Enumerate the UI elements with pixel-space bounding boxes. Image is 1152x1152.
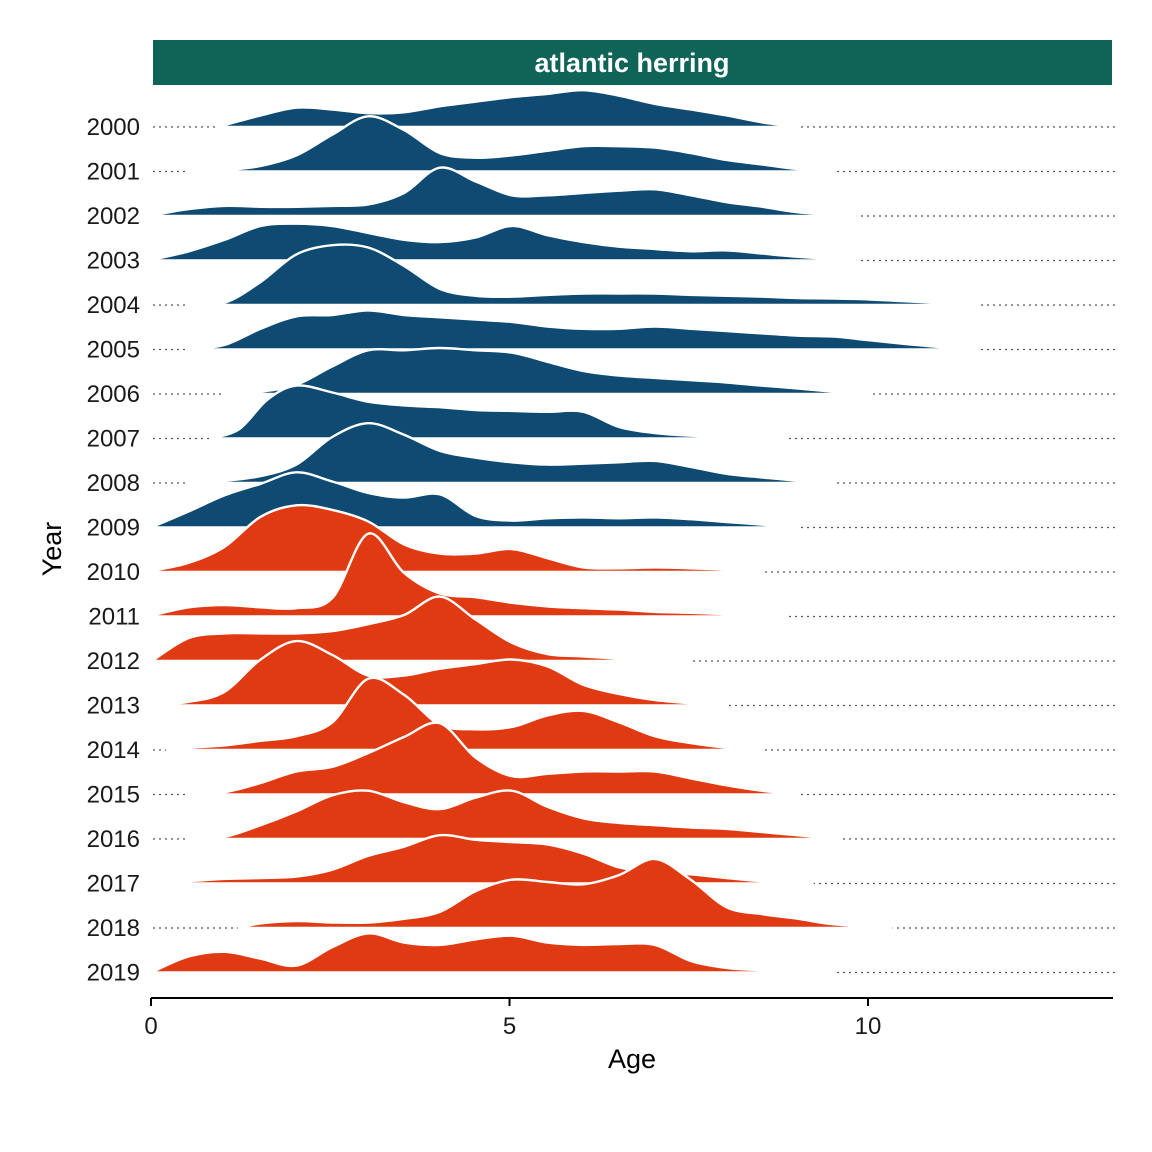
ridge-2005 — [187, 309, 979, 351]
year-label-2002: 2002 — [87, 203, 140, 230]
ridge-2016 — [187, 789, 843, 841]
ridge-2008 — [187, 421, 836, 485]
ridge-2010 — [151, 503, 764, 574]
ridge-2001 — [187, 115, 836, 173]
x-tick-label-10: 10 — [855, 1013, 882, 1040]
year-label-2011: 2011 — [88, 604, 140, 631]
year-label-2013: 2013 — [87, 693, 140, 720]
ridge-2002 — [151, 166, 857, 218]
year-label-2018: 2018 — [87, 915, 140, 942]
ridge-2006 — [223, 346, 872, 396]
year-label-2001: 2001 — [87, 159, 140, 186]
year-label-2019: 2019 — [87, 960, 140, 987]
year-label-2016: 2016 — [87, 826, 140, 853]
year-label-2003: 2003 — [87, 248, 140, 275]
year-label-2005: 2005 — [87, 337, 140, 364]
year-label-layer: 2000 2001 2002 2003 2004 2005 2006 2007 2008 2009… — [87, 114, 140, 987]
y-axis-title: Year — [37, 522, 67, 577]
x-axis: 0 5 10 Age — [144, 997, 1113, 1074]
year-label-2009: 2009 — [87, 515, 140, 542]
facet-strip-background — [153, 40, 1112, 85]
year-label-2012: 2012 — [87, 648, 140, 675]
year-label-2000: 2000 — [87, 114, 140, 141]
x-tick-label-0: 0 — [144, 1013, 157, 1040]
year-label-2014: 2014 — [87, 737, 140, 764]
year-label-2008: 2008 — [87, 470, 140, 497]
facet-strip-title: atlantic herring — [534, 48, 729, 78]
ridge-2015 — [187, 721, 800, 796]
ridge-2014 — [166, 676, 764, 752]
year-label-2010: 2010 — [87, 559, 140, 586]
ridge-2017 — [151, 833, 814, 885]
ridge-layer — [151, 88, 979, 974]
ridge-2011 — [151, 532, 786, 618]
x-tick-label-5: 5 — [503, 1013, 516, 1040]
x-axis-title: Age — [608, 1044, 656, 1074]
year-label-2004: 2004 — [87, 292, 140, 319]
facet-strip: atlantic herring — [153, 40, 1112, 85]
ridge-2004 — [187, 243, 979, 307]
year-label-2017: 2017 — [87, 871, 140, 898]
ridge-2019 — [151, 932, 836, 974]
year-label-2006: 2006 — [87, 381, 140, 408]
year-label-2007: 2007 — [87, 426, 140, 453]
ridge-2013 — [151, 639, 728, 707]
x-tick-layer: 0 5 10 — [144, 998, 881, 1040]
year-label-2015: 2015 — [87, 782, 140, 809]
ridge-2018 — [237, 857, 893, 930]
